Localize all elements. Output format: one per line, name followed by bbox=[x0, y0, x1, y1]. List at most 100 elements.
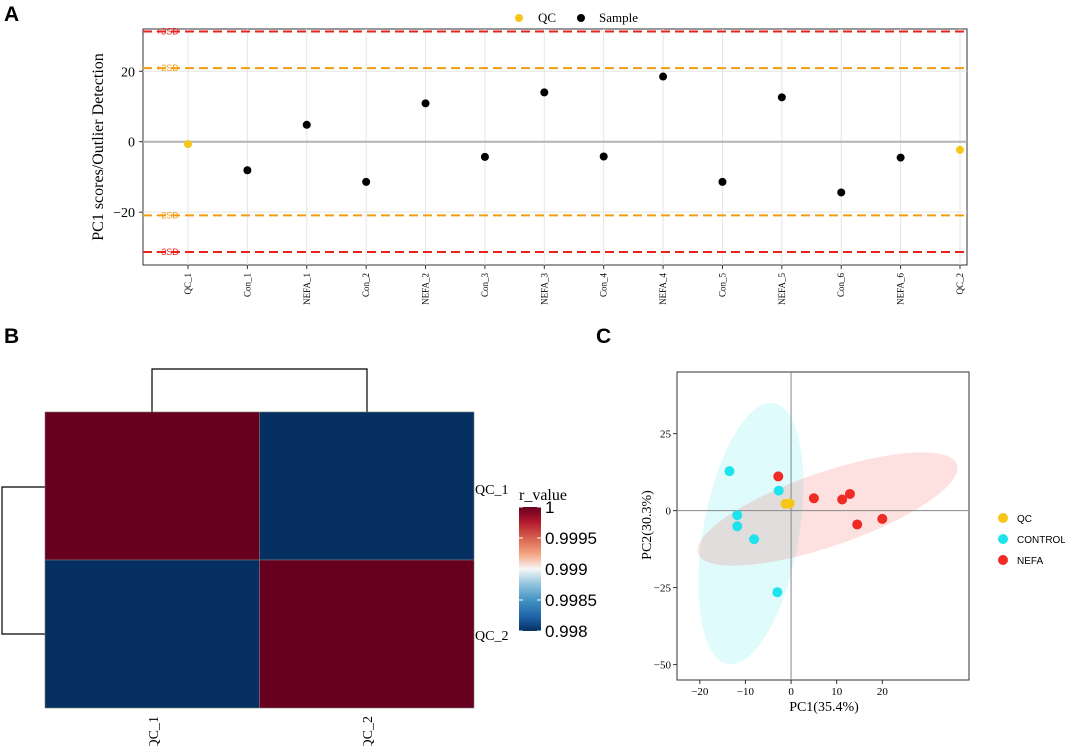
heatmap-legend-title: r_value bbox=[519, 487, 567, 504]
heatmap-row-label-qc1: QC_1 bbox=[475, 483, 508, 498]
panel-c-point-qc bbox=[784, 498, 795, 509]
panel-c-ytick-label: −25 bbox=[654, 583, 672, 595]
legend-qc-label: QC bbox=[538, 10, 556, 25]
panel-a-legend: QC Sample bbox=[515, 10, 638, 25]
legend-qc-dot bbox=[998, 513, 1008, 523]
panel-a-point bbox=[599, 152, 608, 161]
panel-a-ref-label: +3SD bbox=[156, 26, 179, 36]
panel-a-plot-frame bbox=[142, 28, 968, 266]
panel-c-zero-lines bbox=[677, 372, 969, 680]
panel-c-y-ticks: 25 0 −25 −50 bbox=[654, 429, 677, 672]
panel-c-point-nefa bbox=[837, 494, 848, 505]
panel-letter-c: C bbox=[596, 325, 611, 348]
panel-a-point bbox=[777, 93, 786, 102]
heatmap-legend-tick-label: 1 bbox=[545, 498, 554, 517]
panel-a-point bbox=[243, 166, 252, 175]
panel-a-point bbox=[540, 88, 549, 97]
panel-a-xtick-label: Con_6 bbox=[836, 273, 846, 298]
panel-c-points bbox=[724, 466, 888, 598]
panel-c-plot-frame bbox=[676, 371, 970, 681]
panel-c-point-control bbox=[732, 521, 743, 532]
legend-sample-dot bbox=[577, 14, 585, 22]
heatmap-legend-tick-label: 0.9995 bbox=[545, 529, 597, 548]
panel-a-xtick-label: Con_5 bbox=[717, 273, 727, 298]
panel-a-point bbox=[362, 177, 371, 186]
panel-a-y-axis-label: PC1 scores/Outlier Detection bbox=[90, 53, 107, 241]
panel-a-point bbox=[956, 145, 964, 154]
panel-c-ytick-label: −50 bbox=[654, 660, 672, 672]
panel-a-xtick-label: Con_2 bbox=[361, 273, 371, 297]
heatmap-row-label-qc2: QC_2 bbox=[475, 629, 508, 644]
legend-control-dot bbox=[998, 534, 1008, 544]
panel-b-heatmap: QC_1 QC_2 QC_1 QC_2 r_value 1 0.9995 0.999… bbox=[1, 368, 597, 746]
panel-a-point bbox=[718, 177, 727, 186]
panel-c-ytick-label: 25 bbox=[660, 429, 672, 441]
panel-c-x-axis-label: PC1(35.4%) bbox=[789, 700, 859, 715]
panel-c-ytick-label: 0 bbox=[666, 506, 672, 518]
heatmap-legend-tick-label: 0.999 bbox=[545, 560, 588, 579]
panel-a-ytick-label: −20 bbox=[113, 206, 135, 221]
heatmap-legend-tick-label: 0.998 bbox=[545, 622, 588, 641]
panel-c-ellipse-nefa bbox=[697, 452, 958, 566]
panel-a-ytick-label: 20 bbox=[121, 65, 135, 80]
heatmap-cell bbox=[44, 411, 260, 561]
legend-nefa-label: NEFA bbox=[1017, 556, 1043, 567]
panel-a-xtick-label: Con_1 bbox=[242, 273, 252, 297]
heatmap-cell bbox=[259, 559, 475, 709]
panel-c-xtick-label: −20 bbox=[691, 686, 709, 698]
panel-c-ellipses bbox=[697, 403, 958, 665]
panel-a-xtick-label: QC_2 bbox=[955, 273, 965, 295]
panel-c-point-control bbox=[724, 466, 735, 477]
panel-a-point bbox=[896, 153, 905, 162]
panel-a-xtick-label: NEFA_3 bbox=[539, 273, 549, 305]
panel-a-xtick-label: NEFA_1 bbox=[302, 273, 312, 305]
panel-a-point bbox=[837, 188, 846, 197]
column-dendrogram bbox=[151, 368, 368, 412]
heatmap-legend-ticks: 1 0.9995 0.999 0.9985 0.998 bbox=[519, 498, 597, 641]
heatmap-cell bbox=[44, 559, 260, 709]
panel-c-ellipse-control bbox=[698, 403, 804, 665]
panel-c-point-control bbox=[749, 534, 760, 545]
panel-a-reference-lines: +3SD +2SD −2SD −3SD bbox=[143, 26, 967, 257]
panel-letter-b: B bbox=[4, 325, 19, 348]
panel-c-xtick-label: 10 bbox=[831, 686, 843, 698]
panel-c-point-control bbox=[772, 587, 783, 598]
row-dendrogram bbox=[1, 486, 45, 635]
panel-c-point-nefa bbox=[877, 513, 888, 524]
panel-c-legend: QC CONTROL NEFA bbox=[998, 513, 1065, 567]
panel-c-xtick-label: −10 bbox=[737, 686, 755, 698]
heatmap-col-label-qc2: QC_2 bbox=[361, 716, 376, 746]
heatmap-cell bbox=[259, 411, 475, 561]
panel-c-point-control bbox=[773, 485, 784, 496]
heatmap-cells bbox=[44, 411, 475, 709]
panel-a-xtick-label: NEFA_2 bbox=[421, 273, 431, 305]
panel-a-point bbox=[184, 140, 192, 149]
panel-c-point-nefa bbox=[808, 493, 819, 504]
panel-c-point-control bbox=[732, 510, 743, 521]
panel-c-x-ticks: −20 −10 0 10 20 bbox=[691, 680, 888, 698]
panel-c-point-nefa bbox=[773, 471, 784, 482]
panel-a-xtick-label: NEFA_5 bbox=[777, 273, 787, 305]
panel-a-ytick-label: 0 bbox=[128, 136, 135, 151]
panel-a-point bbox=[421, 99, 430, 108]
legend-qc-dot bbox=[515, 14, 523, 22]
panel-a-ref-label: +2SD bbox=[156, 63, 179, 73]
legend-nefa-dot bbox=[998, 555, 1008, 565]
panel-c-pca-chart: 25 0 −25 −50 −20 −10 0 10 20 PC1(35.4%) PC2(30.… bbox=[640, 371, 1065, 715]
panel-c-y-axis-label: PC2(30.3%) bbox=[640, 490, 655, 560]
panel-a-xtick-label: QC_1 bbox=[183, 273, 193, 295]
legend-qc-label: QC bbox=[1017, 514, 1032, 525]
panel-a-xtick-label: NEFA_4 bbox=[658, 273, 668, 305]
panel-c-point-nefa bbox=[844, 488, 855, 499]
panel-c-xtick-label: 20 bbox=[877, 686, 889, 698]
heatmap-col-label-qc1: QC_1 bbox=[147, 716, 162, 746]
panel-c-point-nefa bbox=[852, 519, 863, 530]
panel-c-xtick-label: 0 bbox=[788, 686, 794, 698]
panel-a-xtick-label: NEFA_6 bbox=[896, 273, 906, 305]
panel-a-point bbox=[302, 120, 311, 129]
panel-a-point bbox=[659, 72, 668, 81]
panel-a-x-ticks: QC_1 Con_1 NEFA_1 Con_2 NEFA_2 Con_3 NEFA_3 Con… bbox=[183, 265, 965, 305]
panel-a-point bbox=[480, 152, 489, 161]
panel-a-outlier-chart: +3SD +2SD −2SD −3SD 20 0 −20 QC_1 Con_1 NEFA_1 C… bbox=[90, 10, 968, 305]
